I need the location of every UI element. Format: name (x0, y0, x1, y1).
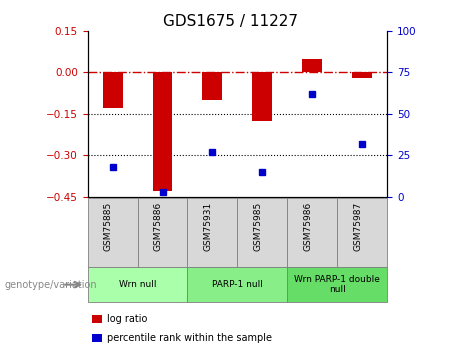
Text: Wrn PARP-1 double
null: Wrn PARP-1 double null (295, 275, 380, 294)
Text: genotype/variation: genotype/variation (5, 280, 97, 289)
Text: GSM75986: GSM75986 (303, 202, 313, 251)
Text: PARP-1 null: PARP-1 null (212, 280, 263, 289)
Text: GSM75985: GSM75985 (254, 202, 262, 251)
Text: log ratio: log ratio (107, 314, 148, 324)
Bar (153, 72, 172, 191)
Bar (352, 72, 372, 78)
Text: percentile rank within the sample: percentile rank within the sample (107, 333, 272, 343)
Bar (202, 72, 222, 100)
Text: GSM75885: GSM75885 (104, 202, 112, 251)
Text: GSM75931: GSM75931 (203, 202, 213, 251)
Bar (302, 59, 322, 72)
Text: GDS1675 / 11227: GDS1675 / 11227 (163, 14, 298, 29)
Text: GSM75987: GSM75987 (353, 202, 362, 251)
Bar (252, 72, 272, 121)
Text: GSM75886: GSM75886 (154, 202, 162, 251)
Bar (102, 72, 123, 108)
Text: Wrn null: Wrn null (119, 280, 156, 289)
